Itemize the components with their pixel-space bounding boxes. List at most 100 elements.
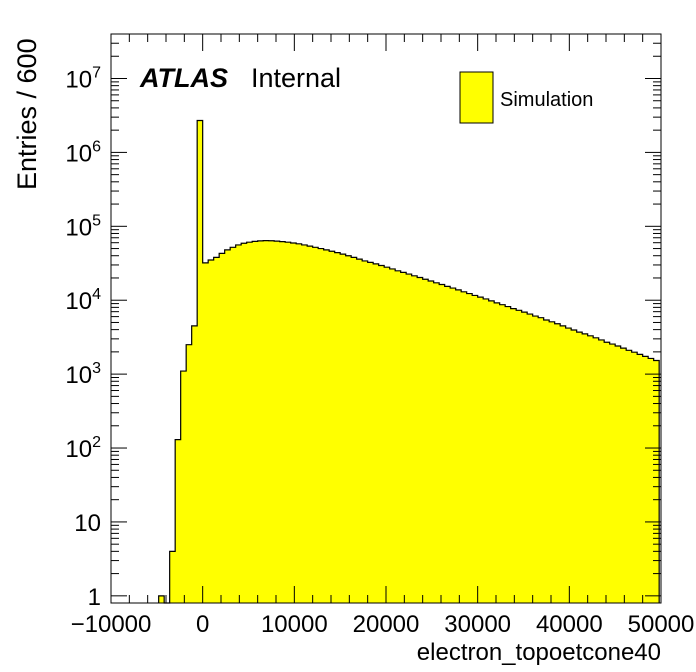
histogram-bin [340, 254, 347, 603]
histogram-bin [466, 293, 473, 603]
histogram-bin [510, 308, 517, 603]
histogram-bin [615, 346, 622, 603]
histogram-bin [268, 240, 275, 604]
y-tick-label: 102 [65, 434, 101, 463]
histogram-bin [367, 262, 374, 603]
histogram-bin [576, 332, 583, 603]
histogram-outline [158, 119, 660, 604]
histogram-bin [213, 257, 220, 603]
histogram-bin [527, 314, 534, 603]
histogram-bin [389, 268, 396, 603]
histogram-bin [180, 371, 187, 603]
histogram-bin [450, 288, 457, 603]
histogram-bin [428, 280, 435, 603]
histogram-bin [554, 323, 561, 603]
histogram-bin [252, 241, 259, 604]
histogram-bin [477, 297, 484, 603]
atlas-label: ATLAS [139, 63, 228, 93]
histogram-bin [197, 120, 204, 604]
histogram-bin [598, 339, 605, 603]
histogram-bin [224, 249, 231, 603]
x-tick-label: 50000 [628, 611, 695, 638]
histogram-bin [565, 328, 572, 603]
x-tick-label: 10000 [261, 611, 328, 638]
histogram-bin [307, 246, 314, 604]
histogram-bin [235, 244, 242, 604]
histogram-bin [494, 302, 501, 603]
histogram-bin [620, 348, 627, 603]
histogram-bin [362, 260, 369, 603]
histogram-bin [417, 277, 424, 603]
histogram-bin [637, 354, 644, 603]
histogram-bin [604, 342, 611, 603]
y-tick-label: 104 [65, 286, 101, 315]
y-tick-label: 105 [65, 212, 101, 241]
histogram-bin [318, 248, 325, 604]
histogram-bin [246, 242, 253, 604]
histogram-bin [472, 295, 479, 603]
histogram-bin [516, 310, 523, 603]
histogram-bin [648, 358, 655, 603]
histogram-bin [642, 356, 649, 603]
histogram-bin [219, 253, 226, 603]
histogram-bin [202, 262, 209, 603]
histogram-bin [334, 252, 341, 603]
histogram-bin [351, 257, 358, 603]
histogram-bin [345, 255, 352, 604]
histogram-bin [499, 304, 506, 603]
histogram-series [158, 119, 660, 604]
histogram-bin [191, 325, 198, 603]
histogram-bin [395, 270, 402, 603]
x-axis-label: electron_topoetcone40 [417, 639, 661, 666]
histogram-bin [230, 247, 237, 603]
histogram-bin [505, 306, 512, 603]
histogram-bin [609, 344, 616, 603]
y-tick-label: 10 [74, 510, 101, 537]
y-tick-label: 1 [88, 584, 101, 611]
histogram-bin [169, 551, 176, 603]
legend-label: Simulation [500, 89, 593, 111]
histogram-bin [373, 263, 380, 603]
histogram-bin [587, 335, 594, 603]
histogram-bin [532, 316, 539, 603]
histogram-bin [356, 259, 363, 603]
histogram-bin [285, 242, 292, 604]
histogram-bin [461, 291, 468, 603]
histogram-bin [301, 244, 308, 604]
histogram-bin [433, 282, 440, 603]
histogram-bin [241, 243, 248, 603]
histogram-bin [257, 240, 264, 603]
axis-ticks [110, 33, 662, 603]
histogram-bin [312, 247, 319, 603]
histogram-bin [444, 286, 451, 603]
x-tick-label: 30000 [444, 611, 511, 638]
histogram-bin [208, 260, 215, 603]
histogram-bin [378, 265, 385, 603]
histogram-bin [329, 251, 336, 603]
y-tick-label: 106 [65, 138, 101, 167]
internal-label: Internal [251, 63, 341, 93]
histogram-bin [593, 337, 600, 603]
histogram-bin [653, 360, 660, 603]
histogram-bin [626, 350, 633, 603]
y-tick-label: 107 [65, 64, 101, 93]
y-axis-label: Entries / 600 [12, 38, 42, 190]
histogram-bin [543, 319, 550, 603]
histogram-bin [175, 439, 182, 603]
histogram-bin [296, 243, 303, 603]
histogram-bin [488, 300, 495, 603]
x-tick-label: 40000 [536, 611, 603, 638]
histogram-bin [455, 289, 462, 603]
histogram-bin [439, 284, 446, 603]
histogram-bin [549, 321, 556, 603]
x-tick-label: 20000 [353, 611, 420, 638]
histogram-bin [521, 312, 528, 603]
histogram-bin [158, 595, 165, 603]
histogram-bin [631, 352, 638, 603]
histogram-bin [274, 241, 281, 603]
histogram-bin [582, 333, 589, 603]
x-tick-label: 0 [196, 611, 209, 638]
histogram-bin [323, 249, 330, 603]
histogram-bin [538, 317, 545, 603]
